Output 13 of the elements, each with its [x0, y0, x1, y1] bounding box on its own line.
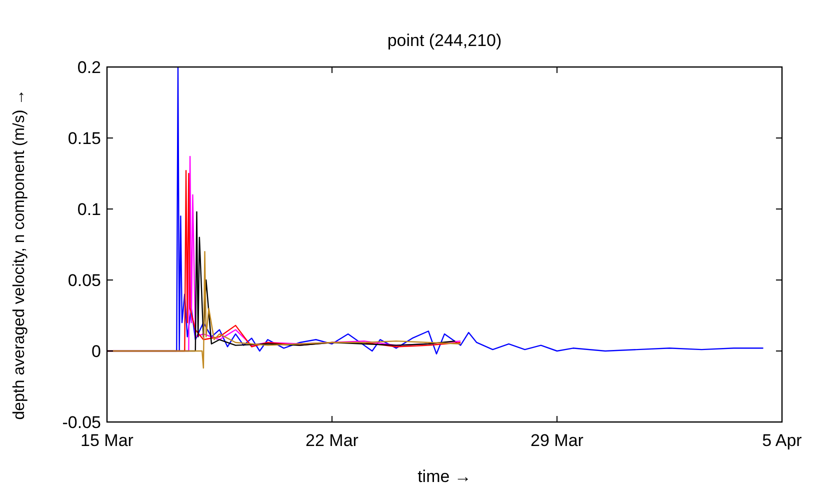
- y-tick-label: 0.05: [68, 271, 101, 290]
- chart-title: point (244,210): [387, 31, 502, 50]
- x-axis-title: time →: [418, 467, 472, 486]
- x-tick-label: 22 Mar: [306, 431, 359, 450]
- x-tick-label: 5 Apr: [762, 431, 802, 450]
- y-tick-label: 0.15: [68, 129, 101, 148]
- y-tick-label: 0.2: [77, 58, 101, 77]
- y-tick-label: -0.05: [62, 413, 101, 432]
- x-tick-label: 29 Mar: [530, 431, 584, 450]
- y-axis-title: depth averaged velocity, n component (m/s) →: [11, 89, 28, 420]
- y-tick-label: 0.1: [77, 200, 101, 219]
- x-tick-label: 15 Mar: [80, 431, 134, 450]
- y-tick-label: 0: [92, 342, 101, 361]
